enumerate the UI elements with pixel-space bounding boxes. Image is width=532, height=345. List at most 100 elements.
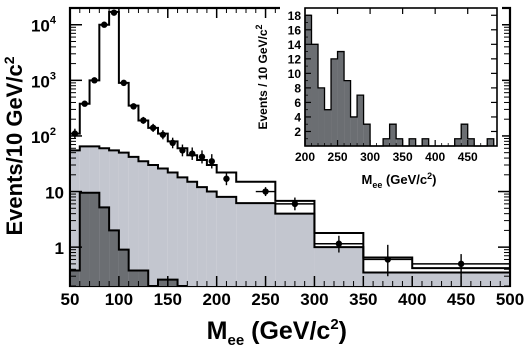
- data-marker: [179, 147, 186, 154]
- x-tick-label: 350: [349, 290, 377, 309]
- fake-background-bar: [79, 192, 90, 286]
- inset-bar: [454, 138, 462, 146]
- inset-plot-frame: [304, 7, 498, 147]
- inset-histogram-layer: [304, 14, 495, 147]
- inset-y-tick-label: 10: [288, 67, 302, 81]
- inset-bar: [350, 116, 358, 146]
- data-marker: [335, 240, 343, 247]
- x-tick-label: 400: [398, 290, 426, 309]
- inset-bar: [344, 80, 351, 146]
- data-point: [81, 100, 88, 107]
- inset-y-tick-label: 12: [288, 52, 302, 66]
- inset-bar: [331, 58, 338, 147]
- data-marker: [223, 175, 230, 182]
- total-expectation-layer: [69, 10, 510, 286]
- data-point: [110, 9, 118, 16]
- data-marker: [384, 256, 391, 263]
- inset-bar: [305, 15, 312, 147]
- inset-y-tick-label: 14: [288, 38, 302, 52]
- data-marker: [120, 79, 127, 87]
- data-marker: [110, 9, 118, 16]
- background-bar: [197, 187, 207, 286]
- data-marker: [91, 77, 98, 84]
- data-marker: [291, 200, 299, 208]
- data-point: [120, 79, 127, 87]
- inset-bar: [487, 138, 494, 146]
- inset-bar: [311, 44, 319, 146]
- background-bar: [167, 172, 178, 286]
- background-bar: [206, 191, 217, 286]
- data-point: [140, 116, 147, 124]
- x-tick-label: 300: [300, 290, 328, 309]
- inset-x-tick-label: 400: [425, 150, 445, 164]
- data-marker: [262, 188, 269, 195]
- background-bar: [158, 168, 168, 286]
- background-bar: [363, 272, 510, 286]
- y-tick-label: 104: [31, 15, 57, 36]
- data-point: [179, 144, 186, 157]
- data-point: [159, 130, 167, 140]
- data-point: [91, 77, 98, 84]
- background-outline: [69, 145, 511, 286]
- data-point: [412, 254, 510, 277]
- x-tick-label: 50: [61, 290, 80, 309]
- inset-x-tick-label: 250: [328, 150, 348, 164]
- inset-bar: [383, 138, 390, 146]
- fake-background-bar: [109, 230, 119, 286]
- fake-background-layer: [69, 191, 188, 287]
- inset-x-tick-label: 300: [360, 150, 380, 164]
- inset-x-tick-label: 200: [295, 150, 315, 164]
- background-bar: [236, 203, 276, 286]
- data-point: [198, 150, 206, 164]
- inset-y-axis-label: Events / 10 GeV/c2: [254, 24, 270, 129]
- data-point: [71, 128, 79, 139]
- data-marker: [101, 21, 108, 28]
- inset-bar: [389, 124, 397, 146]
- data-marker: [198, 153, 206, 161]
- inset-bar: [318, 87, 325, 146]
- x-tick-label: 500: [496, 290, 524, 309]
- x-tick-label: 450: [447, 290, 475, 309]
- inset-bar: [363, 124, 371, 146]
- x-tick-label: 150: [154, 290, 182, 309]
- data-marker: [130, 103, 137, 110]
- inset-y-tick-label: 4: [294, 110, 301, 124]
- fake-background-bar: [158, 279, 168, 286]
- data-point: [314, 235, 364, 253]
- fake-background-bar: [138, 270, 149, 286]
- data-marker: [208, 158, 215, 165]
- inset-y-tick-label: 6: [294, 96, 301, 110]
- inset-bar: [409, 138, 416, 146]
- inset-y-tick-label: 8: [294, 81, 301, 95]
- main-y-axis-label: Events/10 GeV/c2: [1, 56, 27, 235]
- background-bar: [138, 161, 149, 286]
- inset-bar: [422, 138, 429, 146]
- x-tick-label: 250: [251, 290, 279, 309]
- inset-bar: [337, 51, 345, 146]
- total-expectation-line: [69, 10, 510, 286]
- fake-background-bar: [128, 270, 139, 286]
- data-marker: [81, 100, 88, 107]
- main-chart: 50 100 150 200 250 300 350 400 450 50011010210310…: [1, 6, 524, 345]
- inset-x-axis-label: Mee (GeV/c2): [361, 171, 436, 190]
- data-marker: [169, 139, 176, 147]
- inset-y-tick-label: 18: [288, 9, 302, 23]
- background-bar: [148, 165, 158, 286]
- background-bar: [314, 247, 364, 286]
- data-point: [101, 21, 108, 28]
- fake-background-bar: [70, 270, 80, 286]
- background-bar: [70, 150, 80, 286]
- fake-background-bar: [167, 279, 178, 286]
- fake-background-bar: [89, 192, 100, 286]
- data-point: [169, 137, 176, 149]
- background-bar: [177, 177, 188, 286]
- inset-bar: [324, 109, 332, 146]
- y-tick-label: 1: [55, 239, 64, 258]
- data-point: [130, 103, 137, 110]
- y-tick-label: 103: [31, 70, 56, 91]
- data-point: [363, 244, 413, 277]
- data-points-layer: [71, 9, 510, 277]
- data-point: [189, 147, 196, 160]
